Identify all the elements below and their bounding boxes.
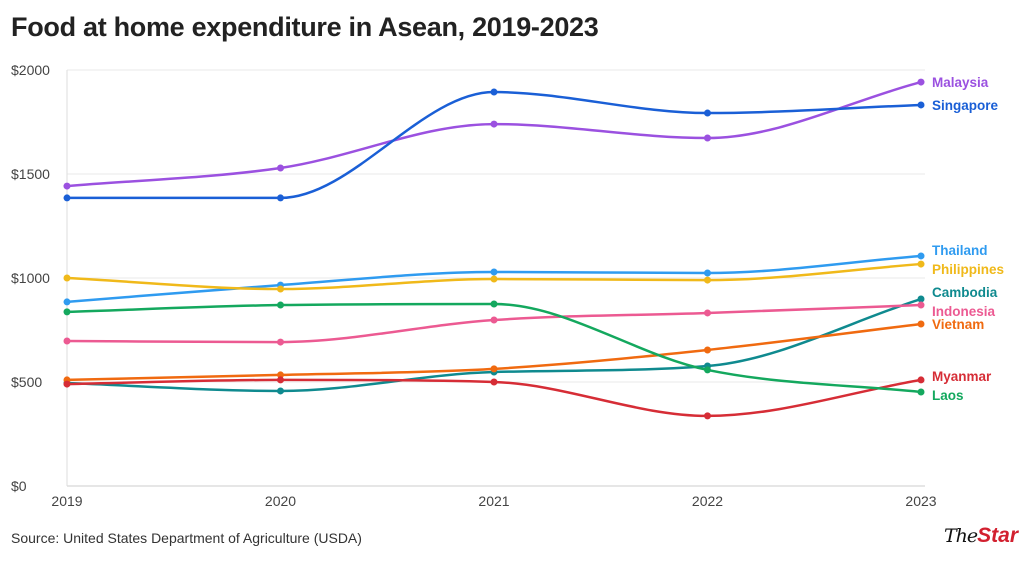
series-line-indonesia (66, 303, 922, 344)
series-label-laos: Laos (932, 388, 964, 403)
data-point-laos (704, 366, 711, 374)
data-point-malaysia (490, 120, 498, 128)
data-point-vietnam (917, 320, 925, 328)
series-label-malaysia: Malaysia (932, 75, 989, 90)
data-point-indonesia (917, 301, 925, 309)
data-point-indonesia (704, 309, 711, 317)
data-point-singapore (917, 101, 925, 109)
data-point-singapore (63, 194, 71, 202)
data-point-thailand (704, 269, 711, 277)
data-point-myanmar (277, 376, 284, 384)
data-point-singapore (490, 88, 498, 96)
y-tick-label: $500 (11, 374, 42, 390)
chart-title: Food at home expenditure in Asean, 2019-… (11, 12, 599, 42)
y-tick-label: $2000 (11, 62, 50, 78)
data-point-myanmar (704, 412, 711, 420)
data-point-thailand (917, 252, 925, 260)
data-point-indonesia (277, 338, 284, 346)
x-tick-label: 2021 (478, 493, 509, 509)
x-tick-label: 2020 (265, 493, 296, 509)
data-point-indonesia (63, 337, 71, 345)
data-point-singapore (277, 194, 284, 202)
data-point-indonesia (490, 316, 498, 324)
series-label-thailand: Thailand (932, 243, 988, 258)
series-label-singapore: Singapore (932, 98, 999, 113)
series-label-indonesia: Indonesia (932, 304, 996, 319)
data-point-malaysia (63, 182, 71, 190)
source-note: Source: United States Department of Agri… (11, 530, 362, 546)
y-tick-label: $1500 (11, 166, 50, 182)
series-line-malaysia (66, 80, 922, 188)
data-point-philippines (917, 260, 925, 268)
data-point-thailand (490, 268, 498, 276)
data-point-philippines (277, 285, 284, 293)
x-tick-label: 2022 (692, 493, 723, 509)
data-point-philippines (63, 274, 71, 282)
data-point-thailand (63, 298, 71, 306)
the-star-logo: TheStar (944, 524, 1019, 547)
data-point-cambodia (917, 295, 925, 303)
data-point-laos (277, 301, 284, 309)
data-point-laos (63, 308, 71, 316)
series-label-cambodia: Cambodia (932, 285, 998, 300)
data-point-vietnam (490, 365, 498, 373)
series-label-philippines: Philippines (932, 262, 1004, 277)
data-point-malaysia (917, 78, 925, 86)
data-point-vietnam (704, 346, 711, 354)
x-tick-label: 2023 (905, 493, 936, 509)
series-label-myanmar: Myanmar (932, 369, 992, 384)
y-tick-label: $1000 (11, 270, 50, 286)
series-label-vietnam: Vietnam (932, 317, 984, 332)
data-point-malaysia (704, 134, 711, 142)
data-point-myanmar (63, 380, 71, 388)
y-tick-label: $0 (11, 478, 27, 494)
data-point-cambodia (277, 387, 284, 395)
data-point-philippines (490, 275, 498, 283)
data-point-philippines (704, 276, 711, 284)
data-point-laos (917, 388, 925, 396)
data-point-singapore (704, 109, 711, 117)
data-point-laos (490, 300, 498, 308)
data-point-myanmar (917, 376, 925, 384)
data-point-vietnam (277, 371, 284, 379)
x-tick-label: 2019 (51, 493, 82, 509)
data-point-malaysia (277, 164, 284, 172)
data-point-myanmar (490, 378, 498, 386)
series-line-singapore (66, 90, 922, 200)
